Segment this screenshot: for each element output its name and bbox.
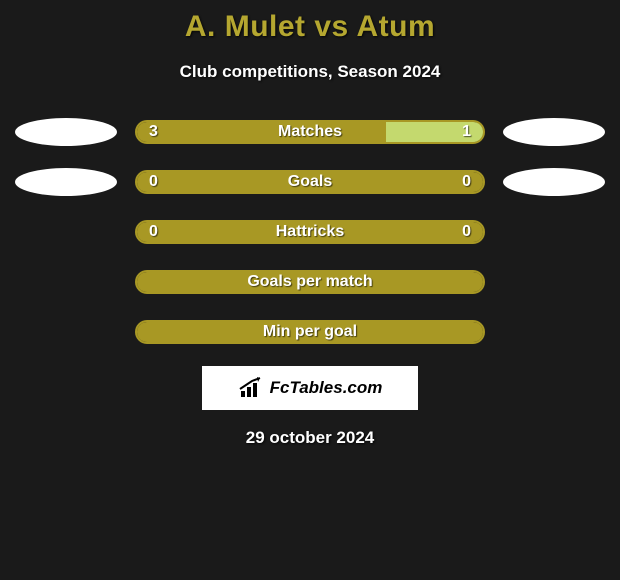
infographic-container: A. Mulet vs Atum Club competitions, Seas… <box>0 0 620 448</box>
stat-label: Goals <box>137 173 483 191</box>
stat-row: 3 Matches 1 <box>0 118 620 146</box>
ellipse-spacer <box>503 318 605 346</box>
stat-row: 0 Goals 0 <box>0 168 620 196</box>
stat-label: Min per goal <box>137 323 483 341</box>
logo-box: FcTables.com <box>202 366 418 410</box>
stat-label: Goals per match <box>137 273 483 291</box>
stat-row: 0 Hattricks 0 <box>0 218 620 246</box>
stat-right-value: 0 <box>462 223 471 241</box>
player-right-ellipse <box>503 168 605 196</box>
ellipse-spacer <box>503 268 605 296</box>
stat-label: Matches <box>137 123 483 141</box>
stats-rows: 3 Matches 1 0 Goals 0 0 Hattricks 0 <box>0 118 620 346</box>
subtitle: Club competitions, Season 2024 <box>0 62 620 82</box>
stat-bar-mpg: Min per goal <box>135 320 485 344</box>
stat-row: Goals per match <box>0 268 620 296</box>
stat-right-value: 0 <box>462 173 471 191</box>
logo-text: FcTables.com <box>270 378 383 398</box>
stat-bar-goals: 0 Goals 0 <box>135 170 485 194</box>
stat-bar-matches: 3 Matches 1 <box>135 120 485 144</box>
player-left-ellipse <box>15 168 117 196</box>
stat-label: Hattricks <box>137 223 483 241</box>
stat-row: Min per goal <box>0 318 620 346</box>
stat-bar-hattricks: 0 Hattricks 0 <box>135 220 485 244</box>
ellipse-spacer <box>15 268 117 296</box>
chart-icon <box>238 377 266 399</box>
page-title: A. Mulet vs Atum <box>0 0 620 44</box>
ellipse-spacer <box>15 218 117 246</box>
player-right-ellipse <box>503 118 605 146</box>
ellipse-spacer <box>15 318 117 346</box>
ellipse-spacer <box>503 218 605 246</box>
player-left-ellipse <box>15 118 117 146</box>
stat-right-value: 1 <box>462 123 471 141</box>
stat-bar-gpm: Goals per match <box>135 270 485 294</box>
date-label: 29 october 2024 <box>0 428 620 448</box>
